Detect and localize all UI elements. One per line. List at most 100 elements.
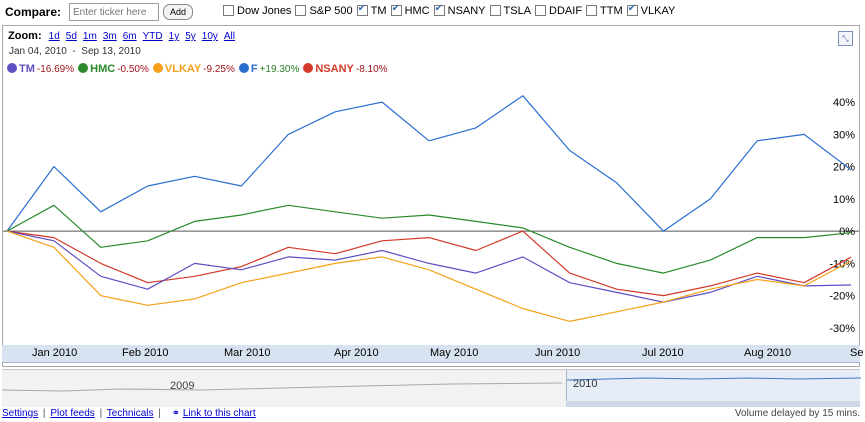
settings-link[interactable]: Settings [2, 408, 39, 419]
compare-checkbox[interactable] [626, 3, 638, 17]
compare-checkbox[interactable] [433, 3, 445, 17]
zoom-option[interactable]: 1m [82, 31, 97, 42]
compare-item-label: TSLA [503, 4, 532, 17]
compare-checkbox[interactable] [390, 3, 402, 17]
compare-checkbox[interactable] [586, 5, 598, 17]
legend-change: +19.30% [259, 64, 300, 75]
overview-selection-window[interactable]: 2010 [566, 370, 861, 407]
chain-link-icon[interactable]: ⚭ [171, 408, 181, 419]
legend-dot-icon [7, 63, 17, 73]
series-line-f[interactable] [6, 95, 852, 232]
compare-item-label: NSANY [447, 4, 486, 17]
series-line-vlkay[interactable] [6, 230, 852, 322]
zoom-option[interactable]: 10y [201, 31, 218, 42]
collapse-chart-icon[interactable]: ⤡ [838, 31, 853, 46]
y-axis-tick-label: -10% [829, 258, 855, 270]
y-axis-tick-label: 20% [833, 162, 855, 174]
zoom-label: Zoom: [8, 30, 42, 42]
link-to-chart[interactable]: Link to this chart [182, 408, 256, 419]
footer-separator: | [99, 408, 103, 419]
overview-year-2009: 2009 [170, 380, 195, 392]
legend-item[interactable]: F +19.30% [238, 63, 300, 75]
x-axis-tick-label: Mar 2010 [224, 347, 271, 359]
zoom-option[interactable]: All [223, 31, 236, 42]
overview-volume-trace [2, 382, 563, 392]
chart-legend: TM -16.69% HMC -0.50% VLKAY -9.25% F +19.30% NSA… [7, 63, 392, 75]
overview-scrollbar[interactable] [566, 401, 860, 407]
legend-change: -9.25% [203, 64, 235, 75]
zoom-option[interactable]: 5d [65, 31, 77, 42]
zoom-option[interactable]: 1y [168, 31, 180, 42]
legend-symbol: NSANY [315, 63, 354, 75]
compare-checkbox[interactable] [535, 5, 547, 17]
compare-item[interactable]: NSANY [433, 3, 486, 17]
footer: Settings | Plot feeds | Technicals | ⚭ L… [2, 408, 860, 419]
compare-checkbox[interactable] [295, 5, 307, 17]
compare-item[interactable]: TSLA [489, 4, 532, 17]
series-line-tm[interactable] [6, 230, 852, 303]
ticker-input[interactable] [69, 3, 160, 21]
compare-item[interactable]: HMC [390, 3, 430, 17]
legend-dot-icon [238, 63, 249, 73]
x-axis-tick-label: Feb 2010 [122, 347, 169, 359]
legend-item[interactable]: VLKAY -9.25% [152, 63, 235, 75]
compare-checkbox[interactable] [356, 3, 368, 17]
y-axis-tick-label: 10% [833, 194, 855, 206]
x-axis-tick-label: Se [850, 347, 864, 359]
legend-item[interactable]: TM -16.69% [7, 63, 74, 75]
legend-change: -16.69% [36, 64, 75, 75]
legend-change: -8.10% [355, 64, 388, 75]
series-line-hmc[interactable] [6, 204, 852, 274]
footer-separator: | [42, 408, 46, 419]
legend-dot-icon [78, 63, 89, 73]
plot-feeds-link[interactable]: Plot feeds [50, 408, 95, 419]
chart-panel: 40% 30% 20% 10% 0% -10% -20% -30% Zoom: 1d 5d 1m 3… [2, 25, 860, 367]
legend-symbol: TM [19, 63, 35, 75]
zoom-option[interactable]: 1d [48, 31, 60, 42]
legend-symbol: HMC [90, 63, 116, 75]
compare-item-label: Dow Jones [237, 4, 292, 17]
legend-item[interactable]: HMC -0.50% [78, 63, 149, 75]
zoom-option[interactable]: 6m [122, 31, 137, 42]
y-axis-tick-label: -20% [829, 291, 855, 303]
y-axis-tick-label: -30% [829, 323, 855, 335]
legend-symbol: VLKAY [164, 63, 202, 75]
overview-timeline[interactable]: 2009 2010 [2, 369, 861, 407]
x-axis-tick-label: Jun 2010 [535, 347, 581, 359]
zoom-option[interactable]: YTD [142, 31, 163, 42]
overview-selection-trace [567, 377, 861, 381]
compare-item[interactable]: VLKAY [626, 3, 676, 17]
compare-item[interactable]: TM [356, 3, 387, 17]
compare-item-label: VLKAY [640, 4, 676, 17]
compare-item[interactable]: DDAIF [535, 5, 582, 17]
compare-checkbox-list: Dow Jones S&P 500 TM HMC NSANY TSLA DDAIF TTM VL… [193, 3, 676, 20]
legend-item[interactable]: NSANY -8.10% [303, 63, 388, 75]
legend-dot-icon [303, 63, 314, 73]
legend-change: -0.50% [117, 64, 149, 75]
zoom-option[interactable]: 5y [185, 31, 196, 42]
compare-item[interactable]: Dow Jones [223, 5, 291, 17]
x-axis-tick-label: Jul 2010 [642, 347, 684, 359]
zoom-option[interactable]: 3m [102, 31, 117, 42]
plot-area[interactable]: 40% 30% 20% 10% 0% -10% -20% -30% [3, 26, 859, 346]
footer-separator: | [158, 408, 161, 419]
x-axis-tick-label: Aug 2010 [744, 347, 792, 359]
compare-checkbox[interactable] [489, 5, 501, 17]
volume-delay-note: Volume delayed by 15 mins. [734, 408, 860, 419]
compare-item-label: TTM [600, 4, 623, 17]
technicals-link[interactable]: Technicals [106, 408, 154, 419]
compare-item-label: TM [370, 4, 387, 17]
date-separator: - [72, 46, 76, 57]
add-button[interactable]: Add [163, 4, 194, 20]
compare-item-label: DDAIF [549, 4, 583, 17]
compare-item[interactable]: S&P 500 [295, 5, 353, 17]
date-range: Jan 04, 2010 - Sep 13, 2010 [9, 46, 141, 57]
compare-checkbox[interactable] [223, 5, 235, 17]
x-axis-tick-label: May 2010 [430, 347, 479, 359]
y-axis-tick-label: 0% [839, 226, 855, 238]
compare-item[interactable]: TTM [586, 5, 623, 17]
date-start: Jan 04, 2010 [9, 46, 67, 57]
compare-label: Compare: [5, 5, 62, 19]
y-axis-tick-label: 30% [833, 129, 855, 141]
series-line-nsany[interactable] [6, 230, 852, 297]
